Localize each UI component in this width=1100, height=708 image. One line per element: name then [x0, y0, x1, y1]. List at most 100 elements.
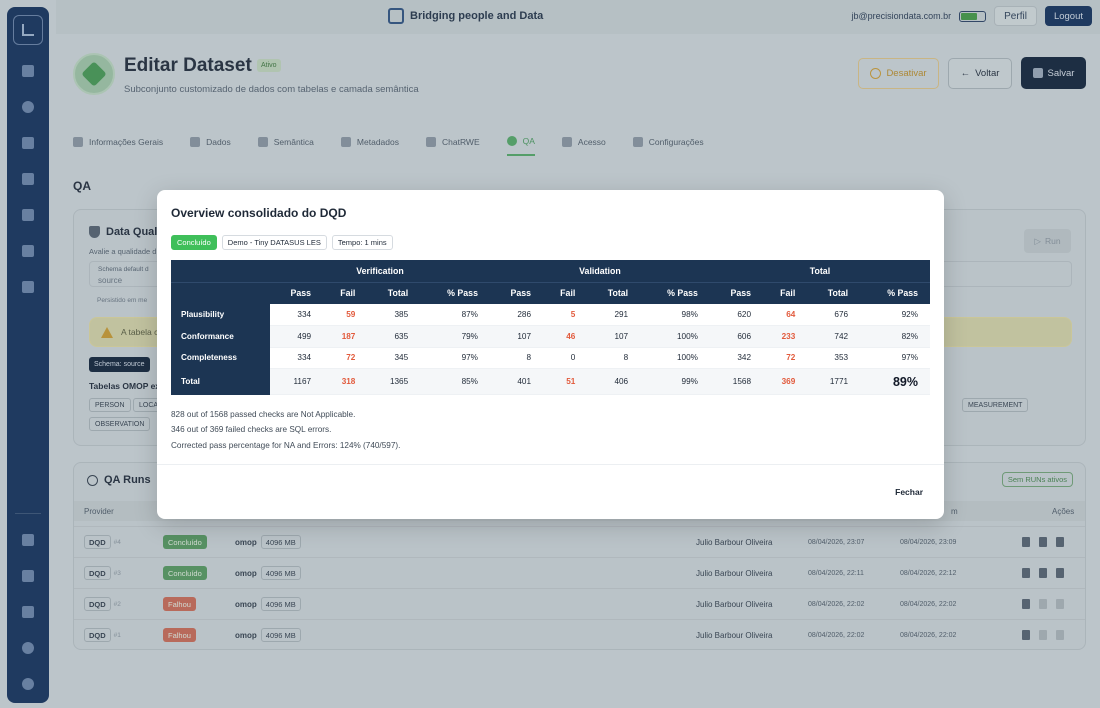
- tab-informacoes-gerais[interactable]: Informações Gerais: [73, 132, 163, 156]
- table-row[interactable]: DQD #3 Concluído omop 4096 MB Julio Barbou…: [74, 557, 1085, 588]
- shield-icon: [561, 137, 572, 147]
- provider-badge: DQD: [84, 566, 111, 580]
- run-button[interactable]: ▷ Run: [1024, 229, 1071, 253]
- fail-cell: 233: [763, 325, 808, 348]
- summary-notes: 828 out of 1568 passed checks are Not Ap…: [171, 407, 400, 453]
- cell: 79%: [420, 325, 490, 348]
- row-actions: [1022, 630, 1064, 640]
- db-cell: omop 4096 MB: [235, 535, 301, 549]
- layout-icon[interactable]: [13, 236, 43, 266]
- save-button[interactable]: Salvar: [1021, 57, 1086, 89]
- table-row[interactable]: DQD #1 Falhou omop 4096 MB Julio Barbour O…: [74, 619, 1085, 649]
- db-cell: omop 4096 MB: [235, 628, 301, 642]
- tab-configuracoes[interactable]: Configurações: [632, 132, 704, 156]
- fail-cell: 187: [323, 325, 368, 348]
- table-row[interactable]: DQD #2 Falhou omop 4096 MB Julio Barbour O…: [74, 588, 1085, 619]
- details-icon[interactable]: [1039, 568, 1047, 578]
- brand-logo-icon: [388, 8, 404, 24]
- dataset-tag: Demo - Tiny DATASUS LES: [221, 235, 327, 250]
- end-date: 08/04/2026, 22:12: [900, 570, 957, 577]
- perfil-button[interactable]: Perfil: [994, 6, 1037, 26]
- cell: 1365: [367, 368, 421, 395]
- mail-icon[interactable]: [13, 597, 43, 627]
- cell: 8: [489, 347, 544, 369]
- cell: 385: [367, 304, 421, 326]
- deactivate-button[interactable]: Desativar: [858, 58, 939, 89]
- deactivate-label: Desativar: [886, 68, 927, 79]
- provider-cell: DQD #3: [84, 566, 121, 580]
- tab-metadados[interactable]: Metadados: [340, 132, 399, 156]
- provider-cell: DQD #4: [84, 535, 121, 549]
- tab-chatrwe[interactable]: ChatRWE: [425, 132, 480, 156]
- anchor-icon: [1056, 630, 1064, 640]
- status-badge: Falhou: [163, 628, 196, 642]
- row-actions: [1022, 537, 1064, 547]
- start-date: 08/04/2026, 23:07: [808, 539, 865, 546]
- report-icon[interactable]: [1022, 537, 1030, 547]
- row-actions: [1022, 599, 1064, 609]
- schema-label: Schema default d: [98, 266, 149, 273]
- db-name: omop: [235, 568, 257, 578]
- cell: 1771: [807, 368, 861, 395]
- card-title: QA Runs: [104, 474, 151, 486]
- column-header: Total: [807, 282, 861, 304]
- anchor-icon[interactable]: [1056, 537, 1064, 547]
- status-badge: Ativo: [257, 59, 281, 72]
- play-icon: ▷: [1034, 235, 1041, 246]
- anchor-icon[interactable]: [1056, 568, 1064, 578]
- back-button[interactable]: ← Voltar: [948, 58, 1012, 89]
- cell: 1568: [709, 368, 764, 395]
- cell: 99%: [640, 368, 710, 395]
- lightbulb-icon: [425, 137, 436, 147]
- no-active-runs-badge: Sem RUNs ativos: [1001, 472, 1073, 487]
- help-icon[interactable]: [13, 633, 43, 663]
- history-icon: [87, 474, 98, 486]
- chart-icon[interactable]: [13, 525, 43, 555]
- location-icon[interactable]: [13, 669, 43, 699]
- report-icon[interactable]: [1022, 630, 1030, 640]
- home-icon[interactable]: [13, 56, 43, 86]
- cell: 342: [709, 347, 764, 369]
- document-icon[interactable]: [13, 561, 43, 591]
- fail-cell: 369: [763, 368, 808, 395]
- run-label: Run: [1044, 236, 1061, 246]
- dqd-overview-modal: Overview consolidado do DQD Concluído De…: [157, 190, 944, 519]
- table-icon[interactable]: [13, 272, 43, 302]
- close-button[interactable]: Fechar: [895, 487, 923, 497]
- section-title: QA: [73, 179, 91, 193]
- start-date: 08/04/2026, 22:02: [808, 632, 865, 639]
- cell: 334: [270, 304, 324, 326]
- report-icon[interactable]: [1022, 568, 1030, 578]
- user-cell: Julio Barbour Oliveira: [696, 600, 773, 609]
- user-area: jb@precisiondata.com.br Perfil Logout: [851, 6, 1092, 26]
- tab-semantica[interactable]: Semântica: [257, 132, 314, 156]
- status-badge: Falhou: [163, 597, 196, 611]
- topbar: Bridging people and Data jb@precisiondat…: [56, 0, 1100, 34]
- lightbulb-icon[interactable]: [13, 92, 43, 122]
- database-icon[interactable]: [13, 128, 43, 158]
- tab-qa[interactable]: QA: [506, 132, 535, 156]
- book-icon[interactable]: [13, 200, 43, 230]
- tab-acesso[interactable]: Acesso: [561, 132, 606, 156]
- logout-button[interactable]: Logout: [1044, 6, 1092, 26]
- column-header: % Pass: [640, 282, 710, 304]
- details-icon[interactable]: [1039, 537, 1047, 547]
- table-chip: MEASUREMENT: [962, 398, 1029, 412]
- report-icon[interactable]: [1022, 599, 1030, 609]
- cube-icon[interactable]: [13, 164, 43, 194]
- column-header: Fail: [323, 282, 368, 304]
- cell: 107: [587, 325, 641, 348]
- dashboard-icon[interactable]: [13, 15, 43, 45]
- brand: Bridging people and Data: [388, 8, 543, 24]
- overall-pass-rate: 89%: [860, 368, 930, 395]
- omop-tables-title: Tabelas OMOP ex: [89, 381, 161, 391]
- user-cell: Julio Barbour Oliveira: [696, 631, 773, 640]
- run-number: #1: [113, 631, 121, 639]
- table-row[interactable]: DQD #4 Concluído omop 4096 MB Julio Barbou…: [74, 526, 1085, 557]
- tab-dados[interactable]: Dados: [190, 132, 231, 156]
- cell: 606: [709, 325, 764, 348]
- fail-cell: 318: [323, 368, 368, 395]
- db-size: 4096 MB: [260, 535, 301, 549]
- shield-check-icon: [506, 136, 517, 146]
- dqd-summary-table: Verification Validation Total Pass Fail …: [171, 260, 930, 395]
